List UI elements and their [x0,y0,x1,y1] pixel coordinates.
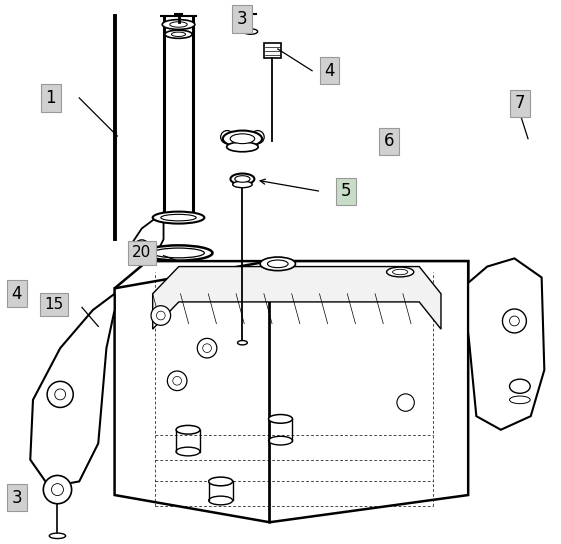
Ellipse shape [230,134,255,144]
Polygon shape [131,212,164,261]
Circle shape [52,484,63,496]
Ellipse shape [387,267,414,277]
Circle shape [503,309,526,333]
Ellipse shape [145,245,213,261]
Ellipse shape [268,260,288,268]
Polygon shape [114,261,270,522]
Ellipse shape [223,131,262,147]
Text: 15: 15 [44,297,63,312]
Circle shape [151,306,171,325]
Ellipse shape [509,396,530,404]
Ellipse shape [172,32,186,36]
Ellipse shape [260,257,296,270]
Ellipse shape [227,142,258,152]
Ellipse shape [176,447,200,456]
Ellipse shape [162,20,195,29]
Polygon shape [468,258,544,430]
Circle shape [197,338,217,358]
Ellipse shape [209,477,233,486]
Text: 4: 4 [11,285,22,303]
Ellipse shape [161,214,196,221]
Polygon shape [114,261,468,288]
Bar [264,43,281,58]
Text: 6: 6 [384,132,394,151]
Text: 3: 3 [237,10,248,28]
Ellipse shape [233,181,252,188]
Circle shape [509,316,519,326]
Circle shape [397,394,415,411]
Text: 20: 20 [132,245,151,261]
Ellipse shape [220,131,234,144]
Text: 1: 1 [45,89,56,107]
Text: 5: 5 [341,182,351,201]
Circle shape [43,475,72,504]
Ellipse shape [243,29,257,34]
Polygon shape [30,294,114,487]
Ellipse shape [269,436,292,445]
Ellipse shape [165,30,192,38]
Ellipse shape [153,212,204,224]
Polygon shape [153,267,441,329]
Circle shape [55,389,66,400]
Text: 4: 4 [324,61,335,80]
Ellipse shape [237,341,247,345]
Ellipse shape [235,176,250,182]
Circle shape [47,381,73,407]
Polygon shape [270,261,468,522]
Ellipse shape [269,415,292,423]
Ellipse shape [393,269,408,275]
Ellipse shape [170,22,187,27]
Ellipse shape [509,379,530,393]
Circle shape [134,240,149,255]
Ellipse shape [231,174,254,184]
Ellipse shape [176,425,200,434]
Text: 7: 7 [514,94,525,113]
Circle shape [167,371,187,391]
Ellipse shape [153,248,204,258]
Circle shape [157,311,165,320]
Circle shape [203,344,211,353]
Ellipse shape [251,131,264,144]
Ellipse shape [209,496,233,505]
Ellipse shape [49,533,66,539]
Circle shape [173,376,182,385]
Circle shape [139,244,145,251]
Text: 3: 3 [11,489,22,507]
